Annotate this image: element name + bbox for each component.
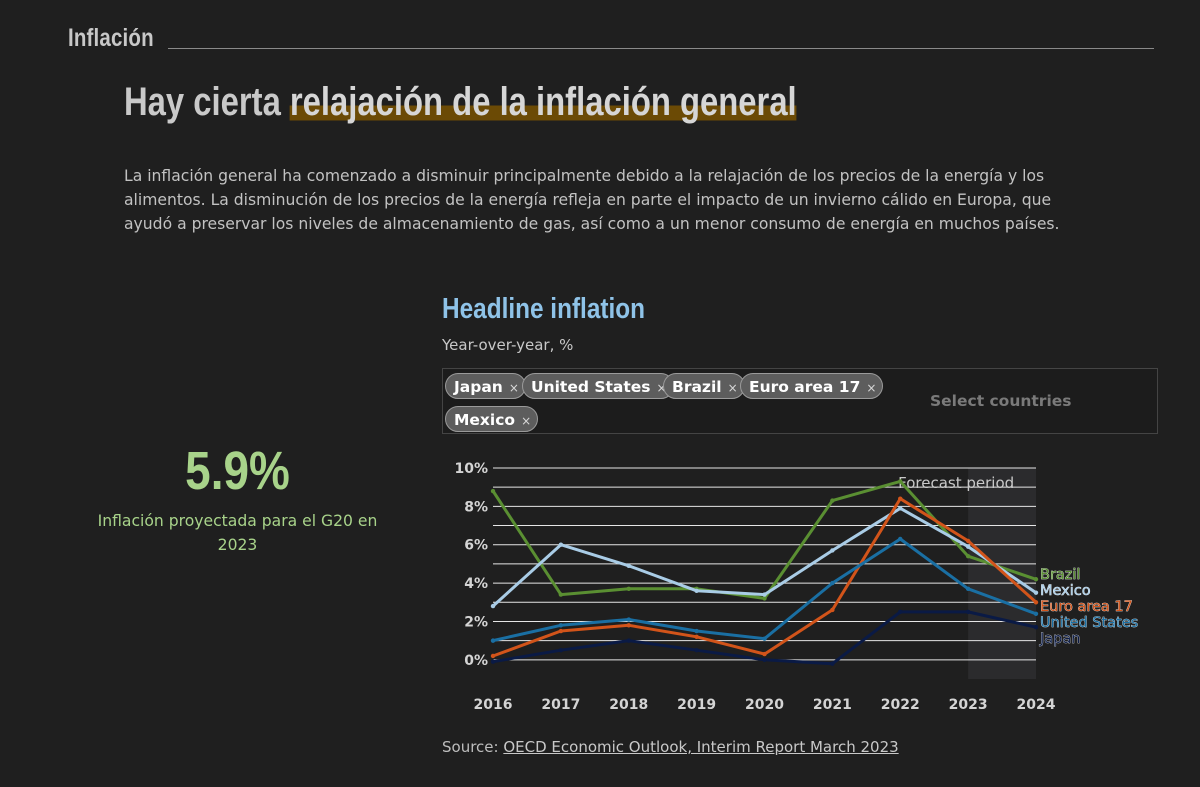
page-headline: Hay cierta relajación de la inflación ge…: [124, 80, 797, 125]
data-point: [626, 586, 631, 592]
data-point: [626, 638, 631, 643]
data-point: [762, 596, 767, 601]
data-point: [694, 588, 699, 593]
data-point: [694, 634, 699, 639]
data-point: [830, 548, 835, 553]
section-title: Inflación: [68, 24, 154, 52]
data-point: [1033, 590, 1039, 595]
data-point: [558, 648, 564, 653]
x-tick-label: 2019: [677, 697, 716, 713]
select-countries-placeholder[interactable]: Select countries: [930, 392, 1072, 410]
intro-paragraph: La inflación general ha comenzado a dism…: [124, 167, 1060, 233]
data-point: [694, 628, 699, 634]
data-point: [558, 592, 564, 597]
y-tick-label: 10%: [454, 461, 488, 477]
section-divider: [168, 48, 1154, 49]
tag-label: Mexico: [454, 411, 516, 429]
x-tick-label: 2021: [813, 697, 852, 713]
y-tick-label: 6%: [464, 538, 488, 554]
data-point: [898, 536, 903, 542]
data-point: [830, 498, 835, 503]
series-line-mexico: [491, 506, 1037, 608]
data-point: [830, 607, 835, 613]
data-point: [1033, 577, 1039, 582]
x-tick-label: 2017: [541, 697, 580, 713]
tag-label: Brazil: [672, 378, 722, 396]
tag-mexico: Mexico ×: [445, 406, 539, 432]
data-point: [762, 657, 767, 663]
data-point: [762, 592, 767, 597]
tag-label: United States: [531, 378, 651, 396]
x-tick-label: 2024: [1017, 697, 1056, 713]
data-point: [694, 648, 699, 653]
y-tick-label: 0%: [464, 653, 488, 669]
data-point: [626, 623, 631, 628]
forecast-period-label: Forecast period: [898, 474, 1014, 492]
data-point: [626, 617, 631, 622]
chart-subtitle: Year-over-year, %: [442, 336, 574, 354]
remove-tag-euro-area-17-icon[interactable]: ×: [866, 381, 877, 395]
source-prefix: Source:: [442, 738, 504, 756]
tag-label: Japan: [454, 378, 503, 396]
x-tick-label: 2016: [474, 697, 513, 713]
data-point: [1033, 611, 1039, 616]
remove-tag-united-states-icon[interactable]: ×: [656, 381, 667, 395]
data-point: [898, 496, 903, 501]
data-point: [830, 580, 835, 586]
x-tick-label: 2023: [949, 697, 988, 713]
legend-label: Brazil: [1040, 567, 1080, 583]
chart-title: Headline inflation: [442, 293, 646, 325]
data-point: [1033, 625, 1039, 630]
data-point: [558, 628, 564, 634]
y-tick-label: 8%: [464, 499, 488, 515]
y-tick-label: 4%: [464, 576, 488, 592]
data-point: [490, 638, 496, 643]
data-point: [762, 651, 767, 657]
tag-united-states: United States ×: [522, 373, 674, 399]
tag-label: Euro area 17: [749, 378, 861, 396]
data-point: [558, 623, 564, 628]
legend-label: Japan: [1039, 631, 1080, 647]
inflation-chart: 0% 2% 4% 6% 8% 10% 2016 2017 2018 2019 2020 2021 202…: [454, 461, 1138, 713]
data-point: [558, 542, 564, 547]
headline-highlight: relajación de la inflación general: [289, 80, 797, 124]
data-point: [898, 479, 903, 484]
data-point: [762, 636, 767, 641]
data-point: [898, 609, 903, 615]
data-point: [965, 609, 971, 615]
source-link[interactable]: OECD Economic Outlook, Interim Report Ma…: [503, 738, 899, 756]
x-tick-label: 2018: [609, 697, 648, 713]
data-point: [898, 506, 903, 511]
data-point: [965, 538, 971, 544]
x-tick-label: 2020: [745, 697, 784, 713]
legend-label: Mexico: [1040, 583, 1091, 599]
tag-brazil: Brazil ×: [663, 373, 745, 399]
headline-prefix: Hay cierta: [124, 80, 290, 124]
kpi-value: 5.9%: [185, 441, 290, 501]
remove-tag-brazil-icon[interactable]: ×: [727, 381, 738, 395]
y-tick-label: 2%: [464, 614, 488, 630]
data-point: [965, 586, 971, 592]
remove-tag-japan-icon[interactable]: ×: [508, 381, 519, 395]
data-point: [490, 653, 496, 659]
remove-tag-mexico-icon[interactable]: ×: [521, 414, 532, 428]
legend-label: Euro area 17: [1040, 599, 1133, 615]
tag-euro-area-17: Euro area 17 ×: [740, 373, 884, 399]
series-line-united-states: [492, 537, 1037, 643]
data-point: [965, 554, 971, 559]
data-point: [490, 488, 496, 494]
data-point: [965, 544, 971, 549]
data-point: [490, 603, 496, 609]
tag-japan: Japan ×: [445, 373, 526, 399]
data-point: [626, 563, 631, 569]
kpi-caption: Inflación proyectada para el G20 en 2023: [97, 512, 378, 554]
source-note: Source: OECD Economic Outlook, Interim R…: [442, 738, 899, 756]
data-point: [1033, 600, 1039, 605]
x-tick-label: 2022: [881, 697, 920, 713]
data-point: [830, 661, 835, 666]
legend-label: United States: [1040, 615, 1138, 631]
data-point: [490, 659, 496, 664]
